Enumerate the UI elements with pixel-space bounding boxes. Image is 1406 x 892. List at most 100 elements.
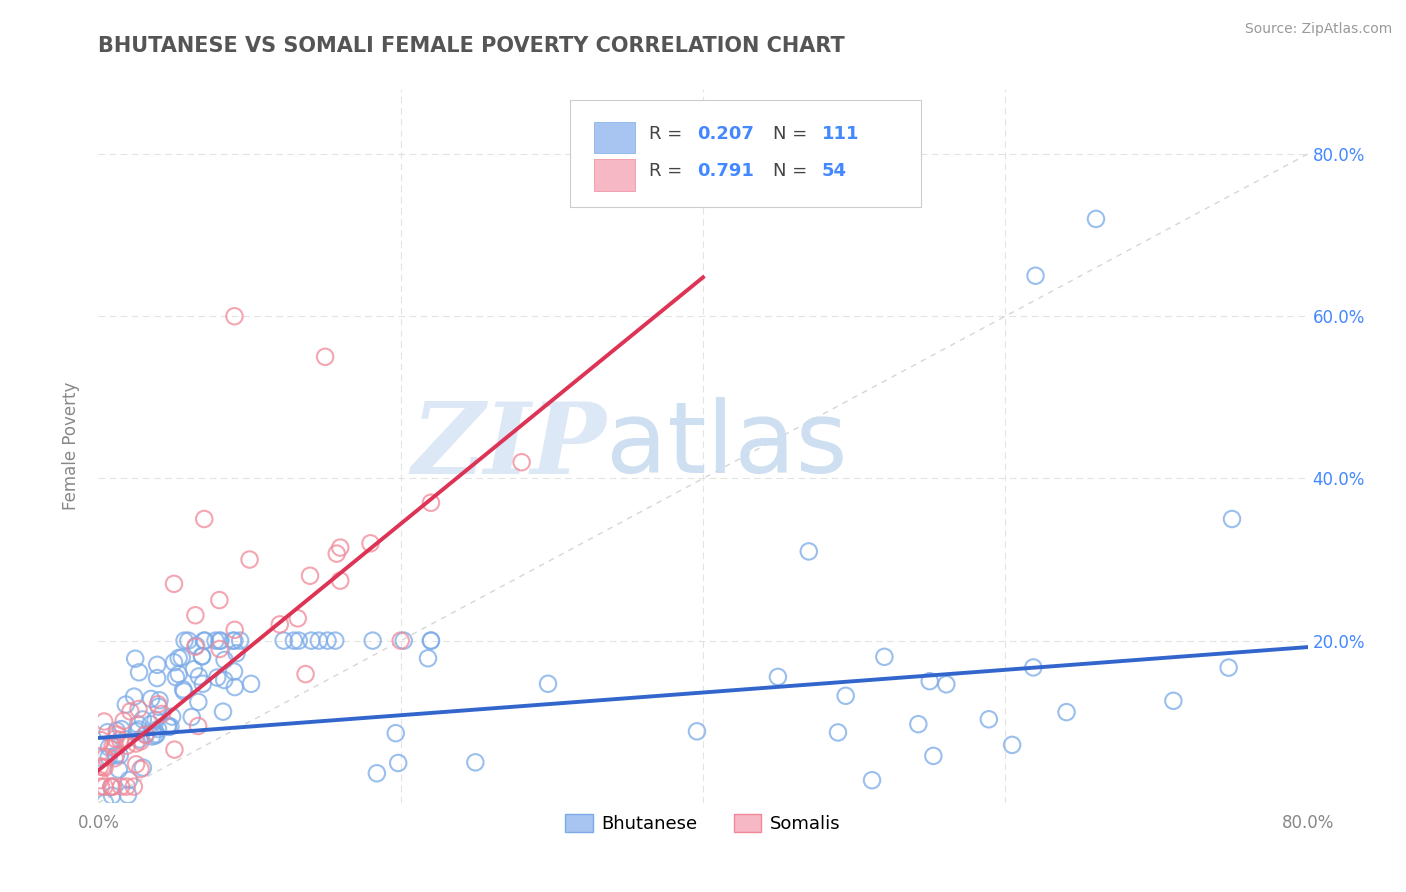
Point [146,698,169,712]
Point [135,727,157,741]
Point [510,455,533,469]
Point [287,633,309,648]
Point [416,651,439,665]
Point [146,671,169,685]
Point [187,695,209,709]
Point [329,574,352,588]
Point [212,673,235,687]
Point [129,734,152,748]
Point [114,698,136,712]
Point [163,577,186,591]
Point [132,761,155,775]
Point [183,662,205,676]
Point [139,717,162,731]
Point [90,733,112,747]
Point [173,684,195,698]
FancyBboxPatch shape [595,122,636,153]
FancyBboxPatch shape [569,100,921,207]
Point [145,713,167,727]
Point [387,756,409,770]
Point [208,642,231,657]
Point [122,690,145,704]
Point [125,736,148,750]
Point [159,720,181,734]
Point [420,496,443,510]
Point [101,780,124,794]
Text: 0.791: 0.791 [697,162,754,180]
Point [98,740,121,755]
Point [105,748,128,763]
Point [240,677,263,691]
Text: atlas: atlas [606,398,848,494]
Point [977,712,1000,726]
Point [1085,211,1108,226]
Point [208,633,231,648]
Point [361,633,384,648]
Text: 54: 54 [821,162,846,180]
Point [93,714,115,729]
Point [120,705,142,719]
Point [148,699,170,714]
Point [132,713,155,727]
Point [129,762,152,776]
Text: N =: N = [773,162,813,180]
Point [115,739,138,753]
Point [537,677,560,691]
Point [108,733,131,747]
Point [139,692,162,706]
Point [194,633,217,648]
Point [100,780,122,794]
Text: 0.207: 0.207 [697,125,754,143]
Legend: Bhutanese, Somalis: Bhutanese, Somalis [558,806,848,840]
Point [323,633,346,648]
Point [124,651,146,665]
Point [212,705,235,719]
Point [392,633,415,648]
Point [180,710,202,724]
Point [827,725,849,739]
Point [128,723,150,737]
Point [97,750,120,764]
Point [125,724,148,739]
FancyBboxPatch shape [595,159,636,191]
Point [834,689,856,703]
Point [1220,512,1243,526]
Point [187,719,209,733]
Point [224,680,246,694]
Point [360,536,382,550]
Point [225,646,247,660]
Point [104,731,127,746]
Point [204,633,226,648]
Point [115,780,138,794]
Text: R =: R = [648,125,688,143]
Point [128,702,150,716]
Point [224,623,246,637]
Point [148,693,170,707]
Point [209,633,232,648]
Point [165,670,187,684]
Point [935,677,957,691]
Point [193,512,215,526]
Point [141,730,163,744]
Point [125,757,148,772]
Point [108,763,131,777]
Point [105,723,128,738]
Point [186,639,208,653]
Point [184,608,207,623]
Point [860,773,883,788]
Point [873,649,896,664]
Point [308,633,330,648]
Point [145,727,167,741]
Point [91,760,114,774]
Point [146,722,169,736]
Point [420,633,443,648]
Point [239,552,262,566]
Point [167,667,190,681]
Point [89,759,111,773]
Point [118,772,141,787]
Point [157,720,180,734]
Point [214,653,236,667]
Point [922,748,945,763]
Point [89,773,111,788]
Point [294,667,316,681]
